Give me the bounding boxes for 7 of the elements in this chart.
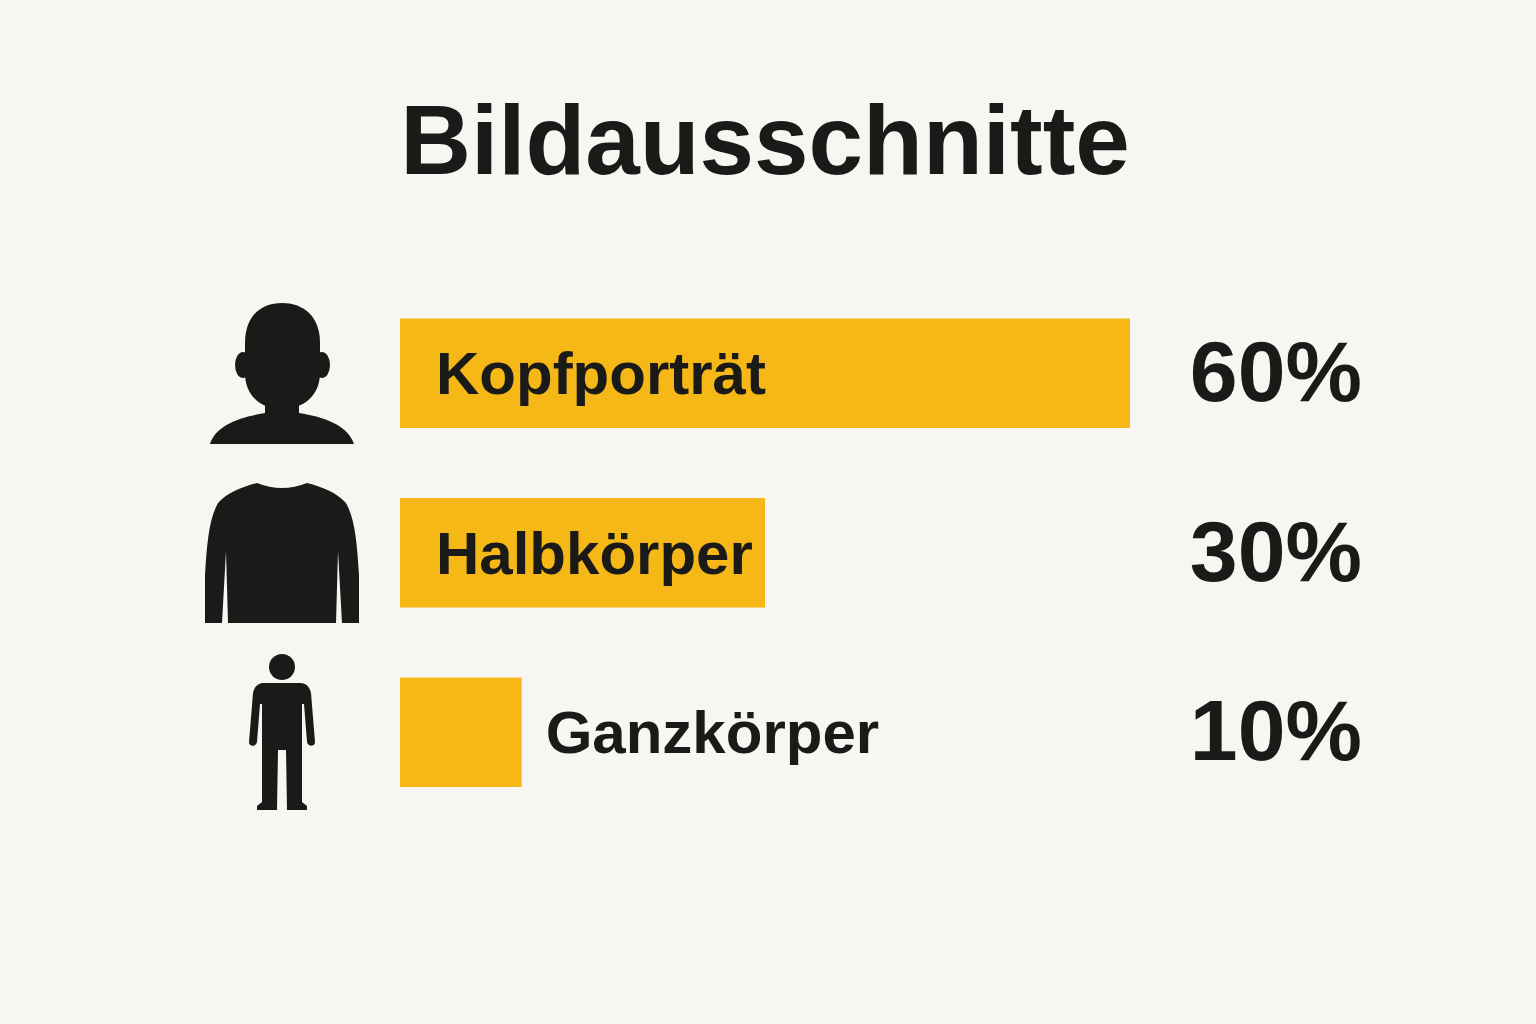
data-label: 30% (1189, 502, 1362, 599)
y-tick-label: Halbkörper (436, 519, 753, 587)
chart-title: Bildausschnitte (400, 84, 1130, 195)
data-label: 60% (1189, 323, 1362, 420)
data-label: 10% (1189, 682, 1362, 779)
y-tick-label: Kopfporträt (436, 340, 766, 408)
y-tick-label: Ganzkörper (545, 699, 880, 767)
